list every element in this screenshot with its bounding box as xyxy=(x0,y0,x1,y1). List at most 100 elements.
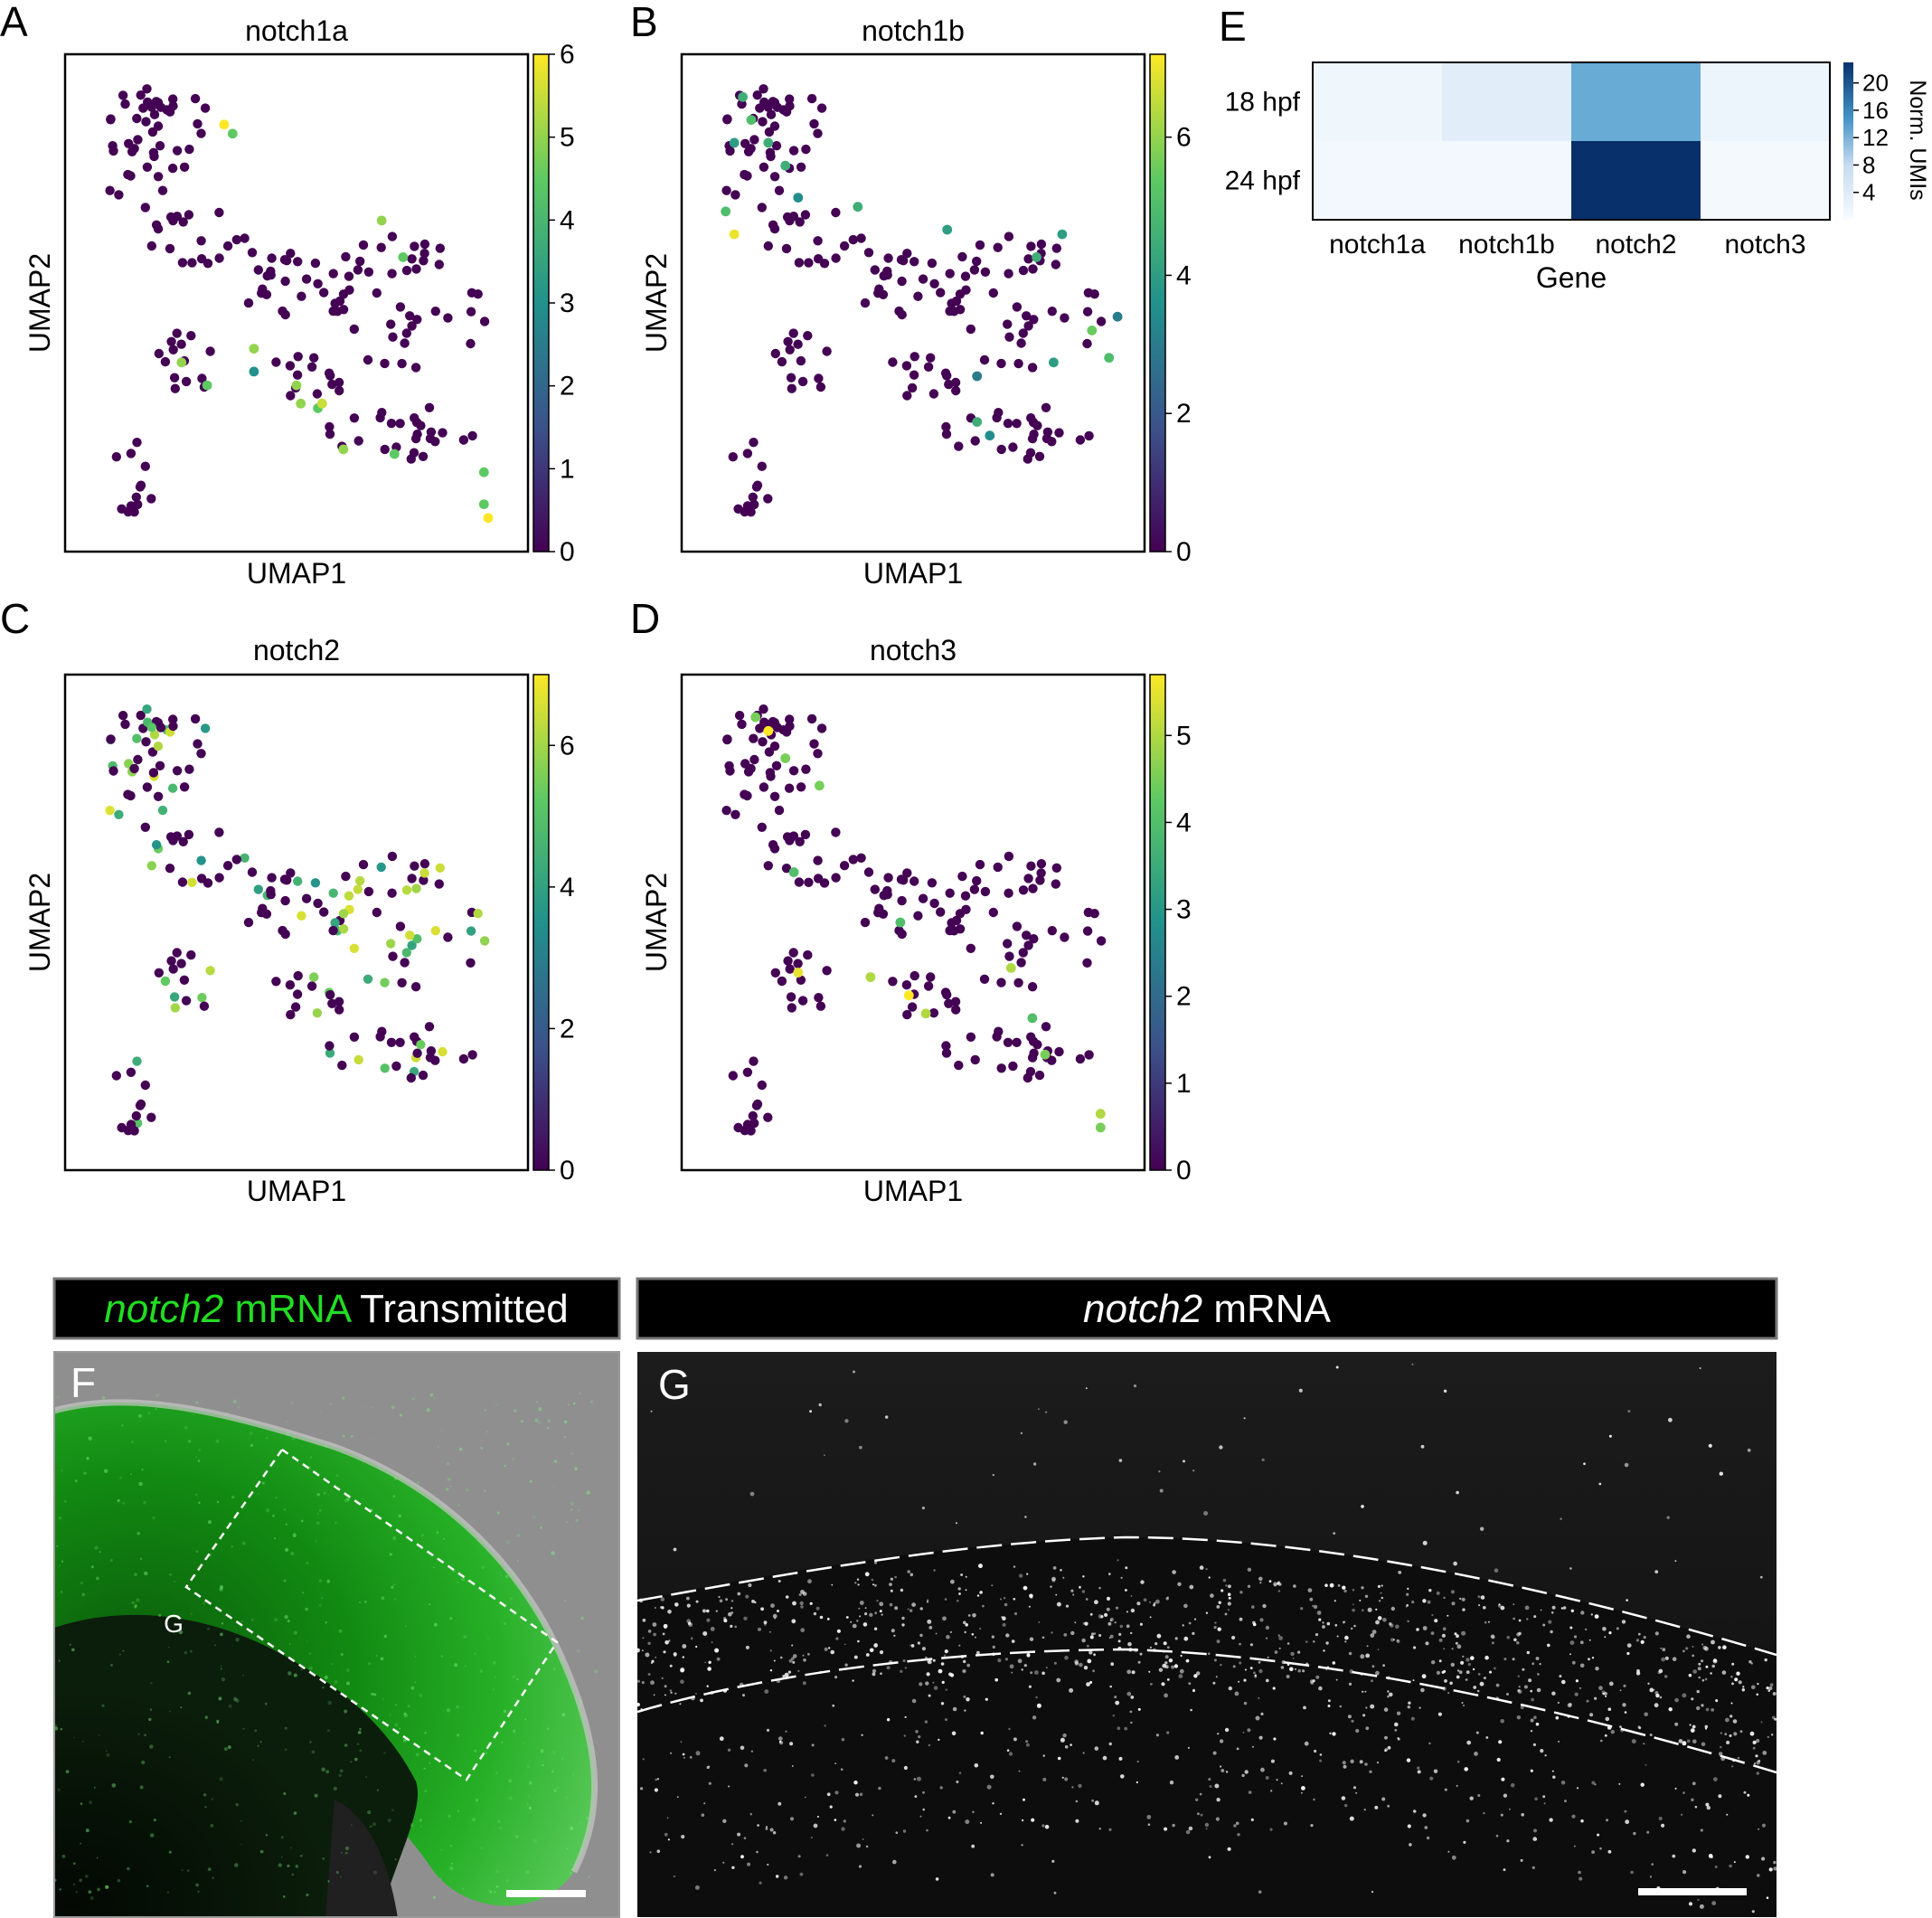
cell-point-expressing xyxy=(227,128,238,139)
cell-point xyxy=(1028,883,1038,893)
cell-point xyxy=(111,452,121,462)
mrna-punctum xyxy=(1093,1653,1096,1657)
cell-point xyxy=(781,864,792,874)
mrna-punctum xyxy=(711,1641,713,1644)
mrna-punctum xyxy=(1682,1870,1687,1875)
mrna-punctum xyxy=(1075,1819,1079,1823)
mrna-punctum xyxy=(1718,1752,1723,1756)
cell-point xyxy=(831,207,841,218)
y-axis-label: UMAP2 xyxy=(640,873,673,972)
colorbar-tick-label: 2 xyxy=(1176,982,1192,1012)
mrna-punctum xyxy=(1767,1689,1771,1692)
mrna-punctum xyxy=(1564,1800,1567,1803)
cell-point xyxy=(758,117,768,127)
mrna-punctum xyxy=(1760,1721,1763,1724)
cell-point xyxy=(177,258,188,268)
cell-point xyxy=(870,884,880,894)
cell-point xyxy=(133,135,143,145)
mrna-punctum xyxy=(859,1615,862,1618)
mrna-punctum xyxy=(1730,1675,1733,1678)
mrna-punctum xyxy=(1166,1678,1170,1681)
panel-g: notch2 mRNA G xyxy=(636,1277,1778,1917)
mrna-punctum xyxy=(1208,1856,1211,1859)
mrna-punctum xyxy=(1035,1696,1038,1699)
mrna-punctum xyxy=(719,1736,724,1742)
mrna-punctum xyxy=(1483,1606,1486,1610)
cell-point-expressing xyxy=(920,1008,931,1019)
speckle xyxy=(509,1597,513,1601)
speckle xyxy=(393,1598,397,1601)
cell-point xyxy=(154,348,164,359)
cell-point xyxy=(1029,315,1039,325)
cell-point xyxy=(831,253,841,263)
speckle xyxy=(119,1476,123,1479)
mrna-punctum xyxy=(1313,1798,1315,1801)
speckle xyxy=(109,1663,113,1667)
cell-point xyxy=(770,968,780,978)
cell-point xyxy=(1029,934,1039,944)
mrna-punctum xyxy=(1107,1621,1112,1626)
speckle xyxy=(286,1421,288,1422)
speckle xyxy=(383,1752,386,1754)
mrna-punctum xyxy=(1773,1866,1776,1871)
cell-point xyxy=(1004,951,1014,961)
cell-point xyxy=(878,289,889,299)
mrna-punctum xyxy=(1251,1605,1255,1609)
mrna-punctum xyxy=(911,1602,916,1607)
mrna-punctum xyxy=(751,1600,755,1603)
mrna-punctum xyxy=(1389,1622,1392,1626)
mrna-punctum xyxy=(1052,1566,1057,1570)
mrna-punctum xyxy=(660,1597,665,1601)
mrna-punctum xyxy=(965,1623,968,1627)
cell-point xyxy=(293,352,303,362)
mrna-punctum xyxy=(774,1617,777,1620)
speckle xyxy=(375,1655,378,1657)
cell-point xyxy=(406,454,416,464)
mrna-punctum xyxy=(1708,1854,1713,1858)
mrna-punctum xyxy=(1606,1819,1609,1822)
mrna-punctum xyxy=(742,1694,745,1697)
mrna-punctum xyxy=(869,1612,873,1618)
mrna-punctum xyxy=(1483,1811,1485,1815)
mrna-punctum xyxy=(653,1694,655,1696)
speckle xyxy=(94,1545,99,1550)
cell-point xyxy=(187,877,197,887)
cell-point xyxy=(105,806,115,816)
cell-point xyxy=(330,298,340,308)
mrna-punctum xyxy=(1209,1785,1212,1788)
mrna-punctum xyxy=(737,1832,741,1837)
mrna-punctum xyxy=(1456,1644,1462,1649)
mrna-punctum xyxy=(1079,1662,1083,1668)
cell-point xyxy=(1003,1037,1013,1048)
mrna-punctum xyxy=(1137,1660,1141,1664)
mrna-punctum xyxy=(1381,1797,1386,1801)
mrna-punctum xyxy=(1150,1683,1153,1686)
speckle xyxy=(240,1819,242,1822)
speckle xyxy=(235,1698,240,1703)
mrna-punctum xyxy=(884,1756,889,1760)
mrna-punctum xyxy=(1297,1650,1301,1654)
cell-point xyxy=(160,356,171,367)
header-text-part: notch2 xyxy=(104,1287,223,1331)
mrna-punctum xyxy=(1023,1798,1025,1801)
mrna-punctum xyxy=(1701,1678,1705,1682)
cell-point xyxy=(126,501,137,511)
speckle xyxy=(403,1713,409,1718)
mrna-punctum xyxy=(1407,1620,1409,1622)
mrna-punctum xyxy=(1451,1855,1456,1860)
mrna-punctum xyxy=(1149,1646,1153,1649)
speckle xyxy=(138,1481,143,1487)
speckle xyxy=(93,1786,96,1789)
cell-point xyxy=(172,328,182,338)
speckle xyxy=(461,1577,466,1582)
mrna-punctum xyxy=(1387,1804,1390,1808)
mrna-punctum xyxy=(1371,1630,1377,1634)
mrna-punctum xyxy=(802,1654,805,1657)
cell-point xyxy=(310,878,321,888)
mrna-punctum xyxy=(813,1823,818,1828)
cell-point xyxy=(897,895,907,906)
mrna-punctum xyxy=(1248,1790,1252,1794)
mrna-punctum xyxy=(813,1611,817,1616)
cell-point xyxy=(106,734,116,744)
